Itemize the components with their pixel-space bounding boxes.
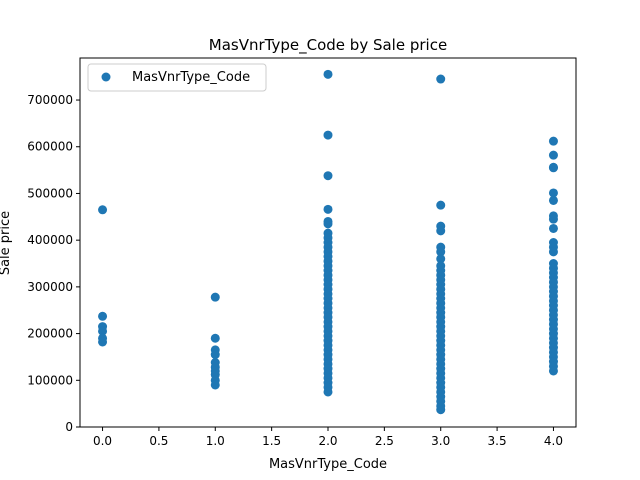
y-tick-label: 0 [65,420,73,434]
plot-frame [79,57,577,428]
data-point [548,366,558,376]
y-tick-label: 100000 [27,373,73,387]
legend-box [87,63,267,92]
data-point [548,195,558,205]
data-point [98,205,108,215]
x-tick-label: 2.0 [318,434,337,448]
data-point [98,326,108,336]
y-tick-label: 400000 [27,233,73,247]
data-point [323,387,333,397]
data-point [436,200,446,210]
data-point [323,204,333,214]
legend: MasVnrType_Code [87,63,267,92]
x-tick-label: 3.5 [488,434,507,448]
x-tick-label: 1.0 [206,434,225,448]
data-point [548,136,558,146]
data-point [210,333,220,343]
x-tick-label: 2.5 [375,434,394,448]
data-point [436,247,446,257]
data-point [323,219,333,229]
data-point [210,380,220,390]
x-tick-label: 0.5 [149,434,168,448]
data-points [98,69,558,415]
x-axis-ticks: 0.0 0.5 1.0 1.5 2.0 2.5 3.0 3.5 4.0 [93,427,563,448]
chart-title: MasVnrType_Code by Sale price [209,36,447,55]
data-point [98,337,108,347]
y-tick-label: 600000 [27,140,73,154]
y-axis-label: Sale price [0,211,13,275]
x-axis-label: MasVnrType_Code [269,457,387,472]
data-point [548,247,558,257]
data-point [548,163,558,173]
y-tick-label: 300000 [27,280,73,294]
data-point [436,254,446,264]
data-point [210,292,220,302]
data-point [323,171,333,181]
x-tick-label: 3.0 [431,434,450,448]
data-point [548,188,558,198]
data-point [436,405,446,415]
data-point [436,226,446,236]
x-tick-label: 4.0 [544,434,563,448]
data-point [436,74,446,84]
legend-label: MasVnrType_Code [132,70,250,85]
data-point [323,69,333,79]
legend-marker [101,72,111,82]
y-tick-label: 200000 [27,327,73,341]
data-point [98,311,108,321]
y-tick-label: 500000 [27,186,73,200]
x-tick-label: 1.5 [262,434,281,448]
data-point [548,214,558,224]
x-tick-label: 0.0 [93,434,112,448]
data-point [548,223,558,233]
y-axis-ticks: 0 100000 200000 300000 400000 500000 600000 700… [27,93,80,434]
data-point [548,150,558,160]
data-point [323,130,333,140]
y-tick-label: 700000 [27,93,73,107]
data-point [210,350,220,360]
